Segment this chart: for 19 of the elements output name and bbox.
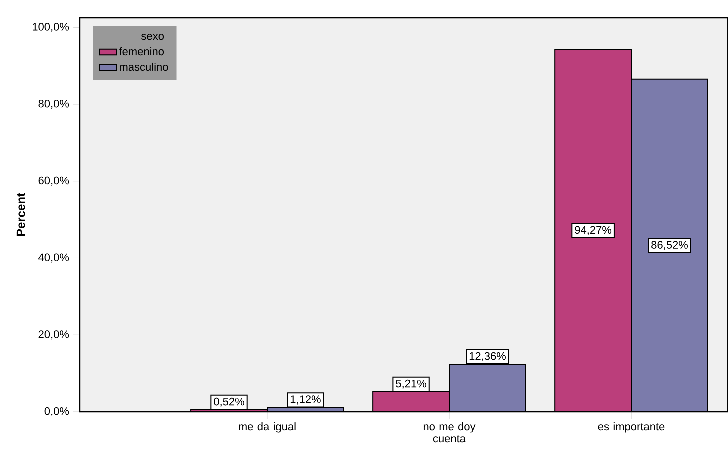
data-label: 94,27% [575, 226, 612, 236]
x-tick-label: es importante [598, 422, 665, 433]
y-axis-title: Percent [16, 193, 26, 236]
data-label: 1,12% [290, 396, 321, 405]
data-label: 86,52% [652, 241, 688, 250]
legend-title: sexo [142, 34, 164, 40]
data-label: 0,52% [214, 398, 244, 408]
y-tick-label: 0,0% [44, 407, 70, 417]
y-tick-label: 80,0% [38, 100, 70, 110]
legend-label: femenino [119, 48, 164, 56]
data-label: 5,21% [396, 380, 426, 389]
x-tick-label: me da igual [239, 422, 296, 433]
legend-label: masculino [120, 62, 168, 72]
y-tick-label: 100,0% [32, 23, 70, 32]
y-tick-label: 60,0% [38, 176, 70, 186]
y-tick-label: 40,0% [38, 254, 70, 263]
y-tick-label: 20,0% [38, 330, 70, 340]
data-label: 12,36% [470, 352, 506, 362]
x-tick-label: no me doy cuenta [424, 422, 476, 443]
